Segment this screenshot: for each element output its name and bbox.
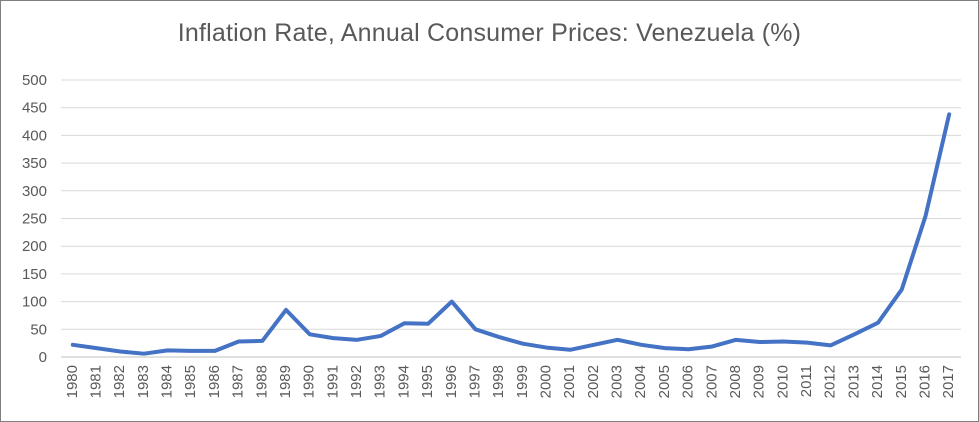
x-tick-label: 2005: [656, 365, 673, 398]
x-tick-label: 1993: [372, 365, 389, 398]
x-tick-label: 2007: [703, 365, 720, 398]
y-tick-label: 50: [30, 321, 47, 338]
x-tick-label: 2006: [680, 365, 697, 398]
y-tick-label: 100: [22, 294, 47, 311]
x-tick-label: 1982: [111, 365, 128, 398]
x-tick-label: 2003: [609, 365, 626, 398]
x-tick-label: 1995: [419, 365, 436, 398]
y-axis-ticks: 0 50 100 150 200 250 300 350 400 450 500: [22, 72, 47, 366]
y-tick-label: 450: [22, 100, 47, 117]
x-tick-label: 2001: [561, 365, 578, 398]
x-tick-label: 1983: [135, 365, 152, 398]
x-tick-label: 2012: [822, 365, 839, 398]
x-tick-label: 1992: [348, 365, 365, 398]
x-tick-label: 1998: [490, 365, 507, 398]
y-tick-label: 250: [22, 211, 47, 228]
x-tick-label: 1985: [182, 365, 199, 398]
y-tick-label: 350: [22, 155, 47, 172]
x-tick-label: 2000: [537, 365, 554, 398]
gridlines: [61, 79, 961, 358]
x-tick-label: 1987: [230, 365, 247, 398]
x-tick-label: 2016: [916, 365, 933, 398]
x-tick-label: 1996: [443, 365, 460, 398]
chart-title: Inflation Rate, Annual Consumer Prices: …: [177, 19, 802, 47]
x-tick-label: 2017: [940, 365, 957, 398]
x-axis-ticks: 1980 1981 1982 1983 1984 1985 1986 1987 1988 1989…: [64, 365, 957, 398]
x-tick-label: 2013: [845, 365, 862, 398]
x-tick-label: 1997: [466, 365, 483, 398]
x-tick-label: 1981: [87, 365, 104, 398]
x-tick-label: 1986: [206, 365, 223, 398]
x-tick-label: 2002: [585, 365, 602, 398]
y-tick-label: 300: [22, 183, 47, 200]
x-tick-label: 2014: [869, 365, 886, 398]
x-tick-label: 1999: [514, 365, 531, 398]
x-tick-label: 2009: [751, 365, 768, 398]
x-tick-label: 1988: [253, 365, 270, 398]
x-tick-label: 1990: [301, 365, 318, 398]
x-tick-label: 2011: [798, 365, 815, 397]
series-layer: [70, 112, 952, 356]
series-line: [70, 112, 952, 356]
y-tick-label: 150: [22, 266, 47, 283]
y-tick-label: 200: [22, 238, 47, 255]
y-tick-label: 400: [22, 127, 47, 144]
y-tick-label: 500: [22, 72, 47, 89]
x-tick-label: 1989: [277, 365, 294, 398]
x-tick-label: 1980: [64, 365, 81, 398]
x-tick-label: 1994: [395, 365, 412, 398]
x-tick-label: 1984: [159, 365, 176, 398]
x-tick-label: 2004: [632, 365, 649, 398]
x-tick-label: 1991: [324, 365, 341, 398]
x-tick-label: 2015: [893, 365, 910, 398]
y-tick-label: 0: [39, 349, 47, 366]
x-tick-label: 2008: [727, 365, 744, 398]
x-tick-label: 2010: [774, 365, 791, 398]
